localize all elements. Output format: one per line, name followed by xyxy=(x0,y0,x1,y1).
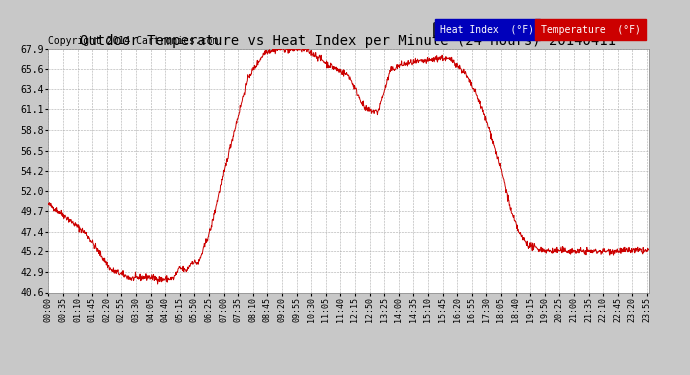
Title: Outdoor Temperature vs Heat Index per Minute (24 Hours) 20140411: Outdoor Temperature vs Heat Index per Mi… xyxy=(81,34,616,48)
Text: Copyright 2014 Cartronics.com: Copyright 2014 Cartronics.com xyxy=(48,36,219,46)
Legend: Heat Index  (°F), Temperature  (°F): Heat Index (°F), Temperature (°F) xyxy=(433,22,644,38)
